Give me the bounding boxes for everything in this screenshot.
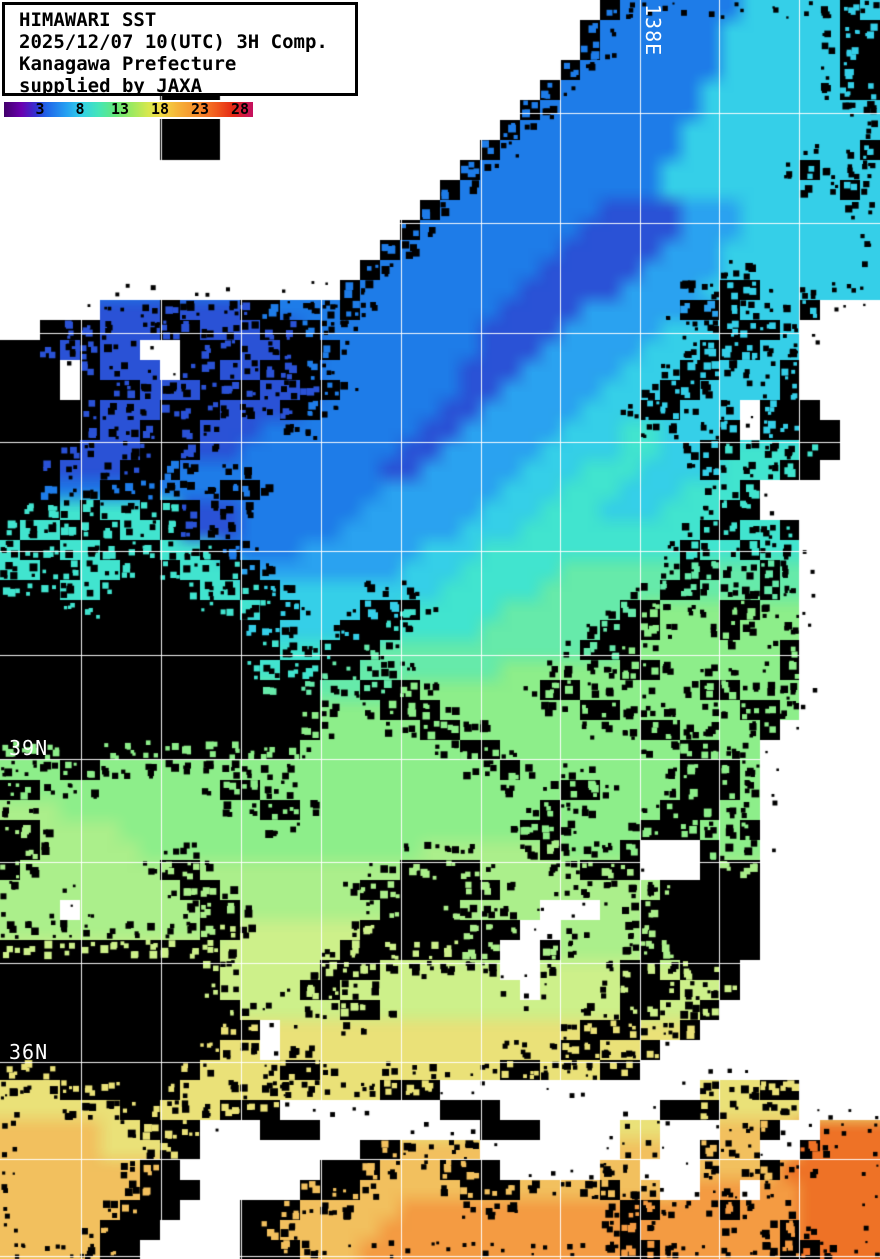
colorbar-tick: 28 [230, 100, 250, 118]
map-title-datetime: 2025/12/07 10(UTC) 3H Comp. [19, 31, 328, 53]
colorbar-tick: 8 [75, 100, 85, 118]
longitude-label-138e: 138E [641, 4, 665, 57]
colorbar-tick: 18 [150, 100, 170, 118]
colorbar-tick: 23 [190, 100, 210, 118]
latitude-label-39n: 39N [9, 736, 49, 760]
latitude-label-36n: 36N [9, 1040, 49, 1064]
map-title-credit: supplied by JAXA [19, 75, 203, 97]
map-title-product: HIMAWARI SST [19, 9, 157, 31]
map-title-region: Kanagawa Prefecture [19, 53, 237, 75]
temperature-colorbar: 3 8 13 18 23 28 [2, 100, 255, 119]
colorbar-tick: 13 [110, 100, 130, 118]
map-title-box: HIMAWARI SST 2025/12/07 10(UTC) 3H Comp.… [2, 2, 358, 97]
colorbar-tick: 3 [35, 100, 45, 118]
